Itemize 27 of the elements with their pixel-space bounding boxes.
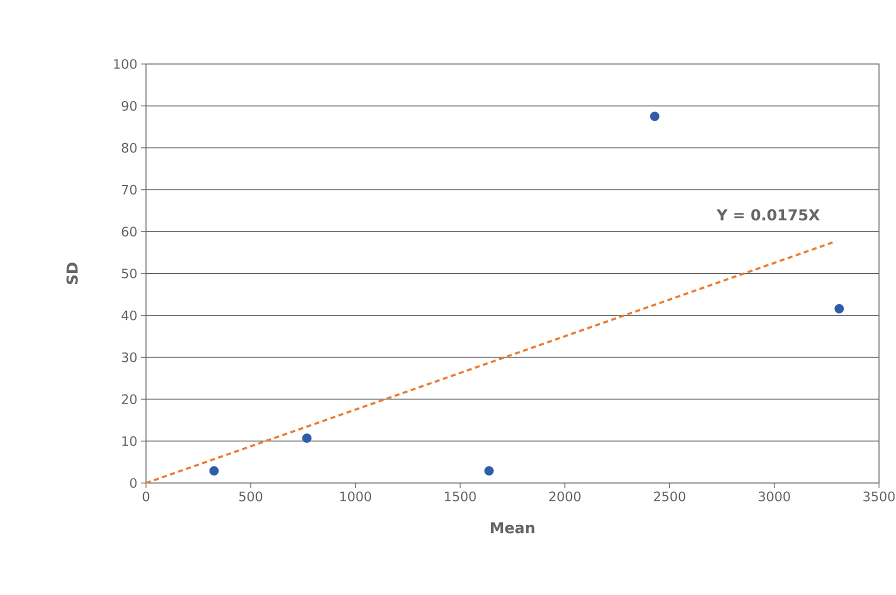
y-tick-label: 60 — [122, 226, 137, 237]
x-tick-label: 1000 — [340, 492, 372, 502]
y-tick-label: 90 — [122, 100, 137, 111]
x-tick-label: 0 — [142, 492, 150, 502]
point — [484, 466, 494, 476]
y-tick-label: 80 — [122, 142, 137, 153]
y-tick-label: 70 — [122, 184, 137, 195]
annotation: Y = 0.0175X — [716, 209, 820, 221]
x-tick-label: 1500 — [445, 492, 476, 502]
point — [650, 112, 660, 122]
x-tick-label: 500 — [239, 492, 262, 502]
x-tick-label: 2000 — [549, 492, 581, 502]
x-axis-title: Mean — [490, 522, 534, 534]
y-tick-label: 40 — [122, 310, 137, 320]
y-tick-label: 30 — [122, 352, 137, 362]
y-tick-label: 20 — [122, 394, 137, 404]
y-tick-label: 50 — [122, 268, 137, 278]
y-tick-label: 10 — [122, 436, 137, 446]
point — [834, 304, 844, 314]
y-tick-label: 100 — [114, 59, 137, 69]
y-axis-title: SD — [66, 262, 78, 284]
x-tick-label: 3500 — [863, 492, 895, 502]
point — [302, 433, 312, 443]
point — [209, 466, 219, 476]
y-tick-label: 0 — [130, 478, 137, 488]
x-tick-label: 3000 — [758, 492, 790, 502]
x-tick-label: 2500 — [654, 492, 686, 502]
